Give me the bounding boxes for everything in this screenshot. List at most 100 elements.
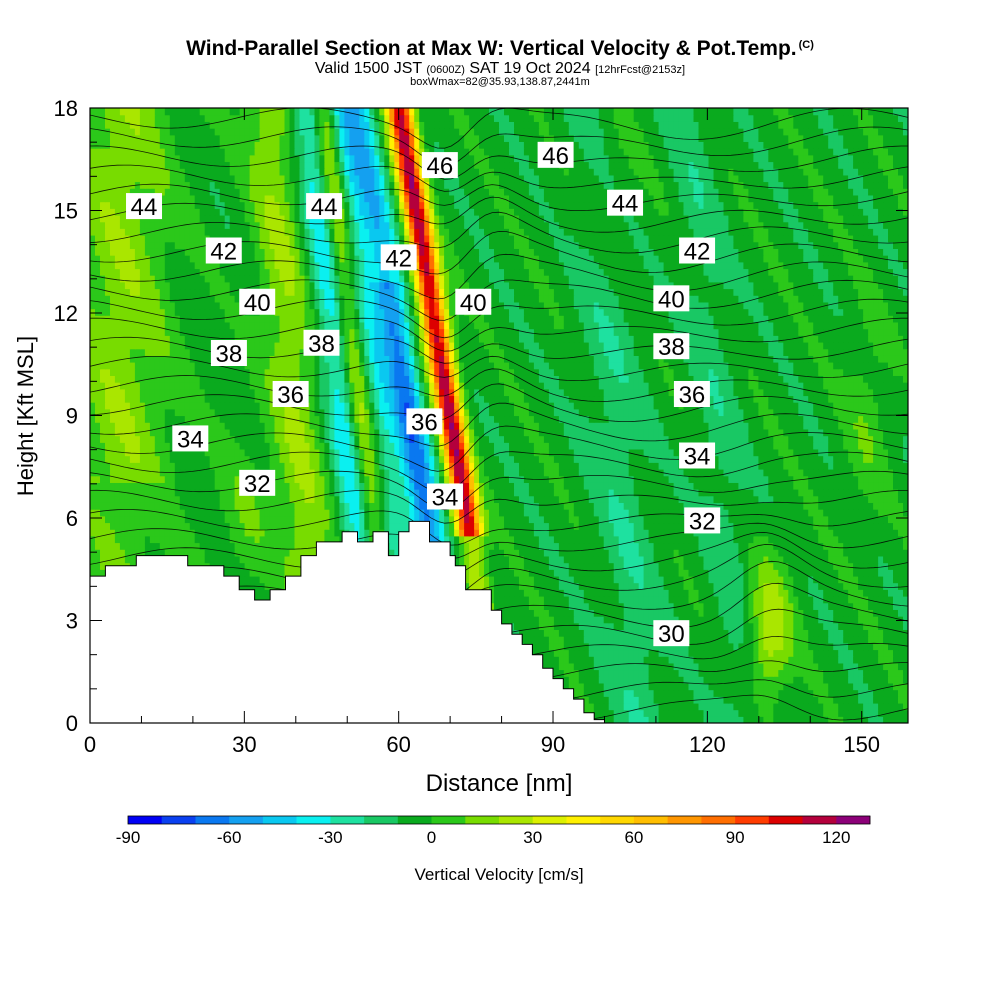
theta-contour-line <box>90 145 908 180</box>
theta-contour-line <box>90 522 908 560</box>
copyright-mark: (C) <box>798 39 814 51</box>
colorbar: -90 -60 -30 0 30 60 90 120 <box>116 815 871 847</box>
theta-label-text: 36 <box>679 382 706 409</box>
theta-label-text: 38 <box>658 334 685 361</box>
colorbar-tick-label: 60 <box>624 828 643 847</box>
colorbar-swatch <box>161 816 196 824</box>
theta-label-box <box>172 425 209 452</box>
theta-contour-line <box>90 108 908 149</box>
theta-label-box <box>380 244 417 271</box>
theta-label-box <box>306 193 343 220</box>
theta-contour-line <box>90 279 908 321</box>
valid-utc: (0600Z) <box>426 64 465 76</box>
theta-contour-line <box>90 509 908 546</box>
theta-label-text: 40 <box>658 286 685 313</box>
theta-contour-line <box>90 298 908 339</box>
theta-label-text: 40 <box>460 290 487 317</box>
colorbar-swatch <box>330 816 365 824</box>
colorbar-swatch <box>566 816 601 824</box>
theta-label: 40 <box>239 288 276 317</box>
y-tick-label: 12 <box>54 301 78 326</box>
theta-label-box <box>537 141 574 168</box>
colorbar-swatch <box>364 816 399 824</box>
colorbar-swatch <box>465 816 500 824</box>
x-tick-label: 0 <box>84 732 96 757</box>
theta-label-text: 36 <box>411 409 438 436</box>
theta-label: 44 <box>607 189 644 218</box>
theta-label-box <box>455 288 492 315</box>
colorbar-swatch <box>195 816 230 824</box>
y-tick-label: 3 <box>66 609 78 634</box>
theta-label: 44 <box>306 193 343 221</box>
theta-contour-line <box>90 196 908 233</box>
colorbar-tick-label: -30 <box>318 828 343 847</box>
y-tick-label: 18 <box>54 96 78 121</box>
theta-label: 46 <box>537 141 574 170</box>
theta-label-text: 34 <box>177 426 204 453</box>
theta-contour-line <box>90 183 908 211</box>
theta-label-box <box>421 152 458 179</box>
theta-label-box <box>303 329 340 356</box>
theta-label: 44 <box>126 193 163 221</box>
theta-label: 34 <box>679 442 716 471</box>
colorbar-swatch <box>735 816 770 824</box>
theta-label-text: 38 <box>308 331 335 358</box>
colorbar-swatch <box>499 816 534 824</box>
theta-label-text: 34 <box>684 444 711 471</box>
theta-label: 40 <box>455 288 492 317</box>
theta-label-box <box>239 469 276 496</box>
theta-label: 42 <box>679 237 716 266</box>
x-tick-label: 120 <box>689 732 726 757</box>
theta-contour-line <box>90 211 908 254</box>
theta-label: 36 <box>406 408 443 436</box>
colorbar-tick-label: 0 <box>427 828 436 847</box>
theta-label-text: 46 <box>426 153 453 180</box>
theta-label-text: 36 <box>277 382 304 409</box>
colorbar-tick-label: 90 <box>726 828 745 847</box>
theta-label-box <box>653 285 690 312</box>
theta-label: 46 <box>421 152 458 180</box>
y-tick-label: 9 <box>66 404 78 429</box>
valid-time: Valid 1500 JST <box>314 60 422 77</box>
theta-contour-line <box>90 544 908 600</box>
theta-label-text: 44 <box>612 191 639 218</box>
colorbar-tick-label: -90 <box>116 828 141 847</box>
chart-title: Wind-Parallel Section at Max W: Vertical… <box>0 37 1000 61</box>
theta-label-box <box>653 620 690 647</box>
theta-label-box <box>653 333 690 360</box>
x-tick-label: 90 <box>541 732 565 757</box>
theta-contour-line <box>90 164 908 192</box>
x-tick-label: 30 <box>232 732 256 757</box>
theta-label: 38 <box>303 329 340 358</box>
theta-contour-line <box>90 317 908 352</box>
theta-label: 40 <box>653 285 690 313</box>
theta-label: 32 <box>684 507 721 535</box>
theta-label-text: 42 <box>210 239 237 266</box>
theta-label-text: 42 <box>385 245 412 272</box>
colorbar-swatch <box>600 816 635 824</box>
colorbar-swatch <box>229 816 264 824</box>
theta-label-box <box>239 288 276 315</box>
theta-label-text: 40 <box>244 290 271 317</box>
theta-label-text: 42 <box>684 239 711 266</box>
theta-label: 38 <box>210 340 247 368</box>
colorbar-label: Vertical Velocity [cm/s] <box>414 865 583 884</box>
valid-time-line: Valid 1500 JST (0600Z) SAT 19 Oct 2024 [… <box>0 61 1000 78</box>
theta-contour-line <box>90 531 908 577</box>
x-tick-label: 60 <box>386 732 410 757</box>
theta-contour-line <box>90 402 908 447</box>
forecast-info: [12hrFcst@2153z] <box>595 64 686 76</box>
colorbar-tick-label: -60 <box>217 828 242 847</box>
theta-contour-line <box>90 253 908 300</box>
theta-label-box <box>406 408 443 435</box>
y-tick-label: 15 <box>54 199 78 224</box>
boxwmax-info: boxWmax=82@35.93,138.87,2441m <box>410 76 590 88</box>
colorbar-swatch <box>397 816 432 824</box>
x-tick-label: 150 <box>843 732 880 757</box>
terrain-mask <box>89 520 636 724</box>
theta-contour-line <box>90 368 908 402</box>
theta-label: 36 <box>272 381 309 409</box>
theta-label: 30 <box>653 620 690 648</box>
x-axis-label: Distance [nm] <box>426 770 573 797</box>
y-axis-label: Height [Kft MSL] <box>13 336 38 496</box>
